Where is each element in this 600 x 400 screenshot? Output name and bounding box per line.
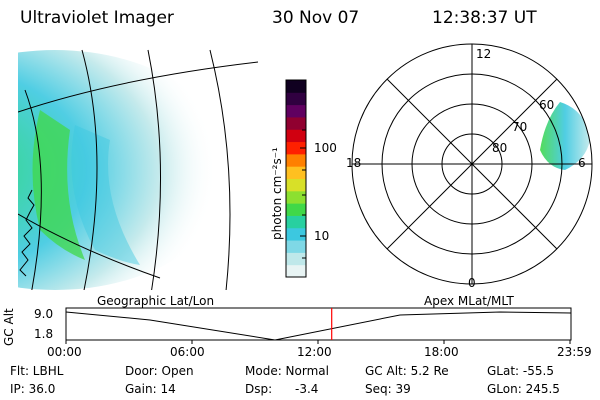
polar-plot [351, 43, 593, 285]
filter-info: Flt: LBHL [10, 364, 64, 378]
seq-info: Seq: 39 [365, 382, 411, 396]
colorbar-cell [286, 92, 306, 106]
mlt-label-12: 12 [476, 47, 492, 61]
coastline [19, 189, 35, 277]
mlt-label-18: 18 [346, 156, 362, 170]
colorbar-cell [286, 104, 306, 118]
colorbar-cell [286, 227, 306, 241]
gc-alt-info: GC Alt: 5.2 Re [365, 364, 449, 378]
x-tick-2359: 23:59 [557, 345, 592, 359]
geographic-image [18, 49, 259, 290]
colorbar-cell [286, 166, 306, 179]
x-tick-0000: 00:00 [47, 345, 82, 359]
x-tick-0600: 06:00 [170, 345, 205, 359]
gain-info: Gain: 14 [125, 382, 176, 396]
x-tick-1200: 12:00 [297, 345, 332, 359]
time-label: 12:38:37 UT [432, 8, 537, 28]
mlat-label-70: 70 [512, 120, 528, 134]
colorbar-cell [286, 80, 306, 93]
y-tick-low: 1.8 [34, 327, 54, 341]
colorbar-cell [286, 190, 306, 204]
mlat-label-80: 80 [492, 141, 508, 155]
geographic-label: Geographic Lat/Lon [97, 294, 215, 308]
ip-info: IP: 36.0 [10, 382, 56, 396]
colorbar-cell [286, 116, 306, 130]
colorbar-cell [286, 264, 306, 278]
colorbar-cell [286, 178, 306, 192]
colorbar [285, 79, 307, 278]
instrument-title: Ultraviolet Imager [20, 8, 174, 28]
colorbar-cell [286, 141, 306, 155]
x-tick-1800: 18:00 [424, 345, 459, 359]
map-grid [18, 49, 259, 290]
date-label: 30 Nov 07 [272, 8, 360, 28]
colorbar-cell [286, 215, 306, 229]
mlt-label-0: 0 [468, 276, 476, 290]
altitude-curve [65, 311, 572, 341]
colorbar-cell [286, 240, 306, 253]
aurora-oval-right [540, 102, 590, 170]
mode-info: Mode: Normal [245, 364, 329, 378]
timeline-plot [65, 307, 572, 344]
colorbar-label: photon cm⁻²s⁻¹ [270, 147, 284, 240]
glon-info: GLon: 245.5 [487, 382, 560, 396]
gc-alt-axis-label: GC Alt [2, 308, 16, 346]
dsp-value: -3.4 [295, 382, 319, 396]
colorbar-cell [286, 129, 306, 143]
door-info: Door: Open [125, 364, 194, 378]
colorbar-cell [286, 153, 306, 167]
dsp-label: Dsp: [245, 382, 273, 396]
colorbar-tick-10: 10 [314, 229, 330, 243]
mlat-label-60: 60 [539, 98, 555, 112]
colorbar-tick-100: 100 [314, 141, 337, 155]
colorbar-cell [286, 203, 306, 216]
y-tick-high: 9.0 [34, 307, 54, 321]
colorbar-cell [286, 252, 306, 266]
apex-label: Apex MLat/MLT [424, 294, 514, 308]
glat-info: GLat: -55.5 [487, 364, 554, 378]
mlt-label-6: 6 [578, 156, 586, 170]
